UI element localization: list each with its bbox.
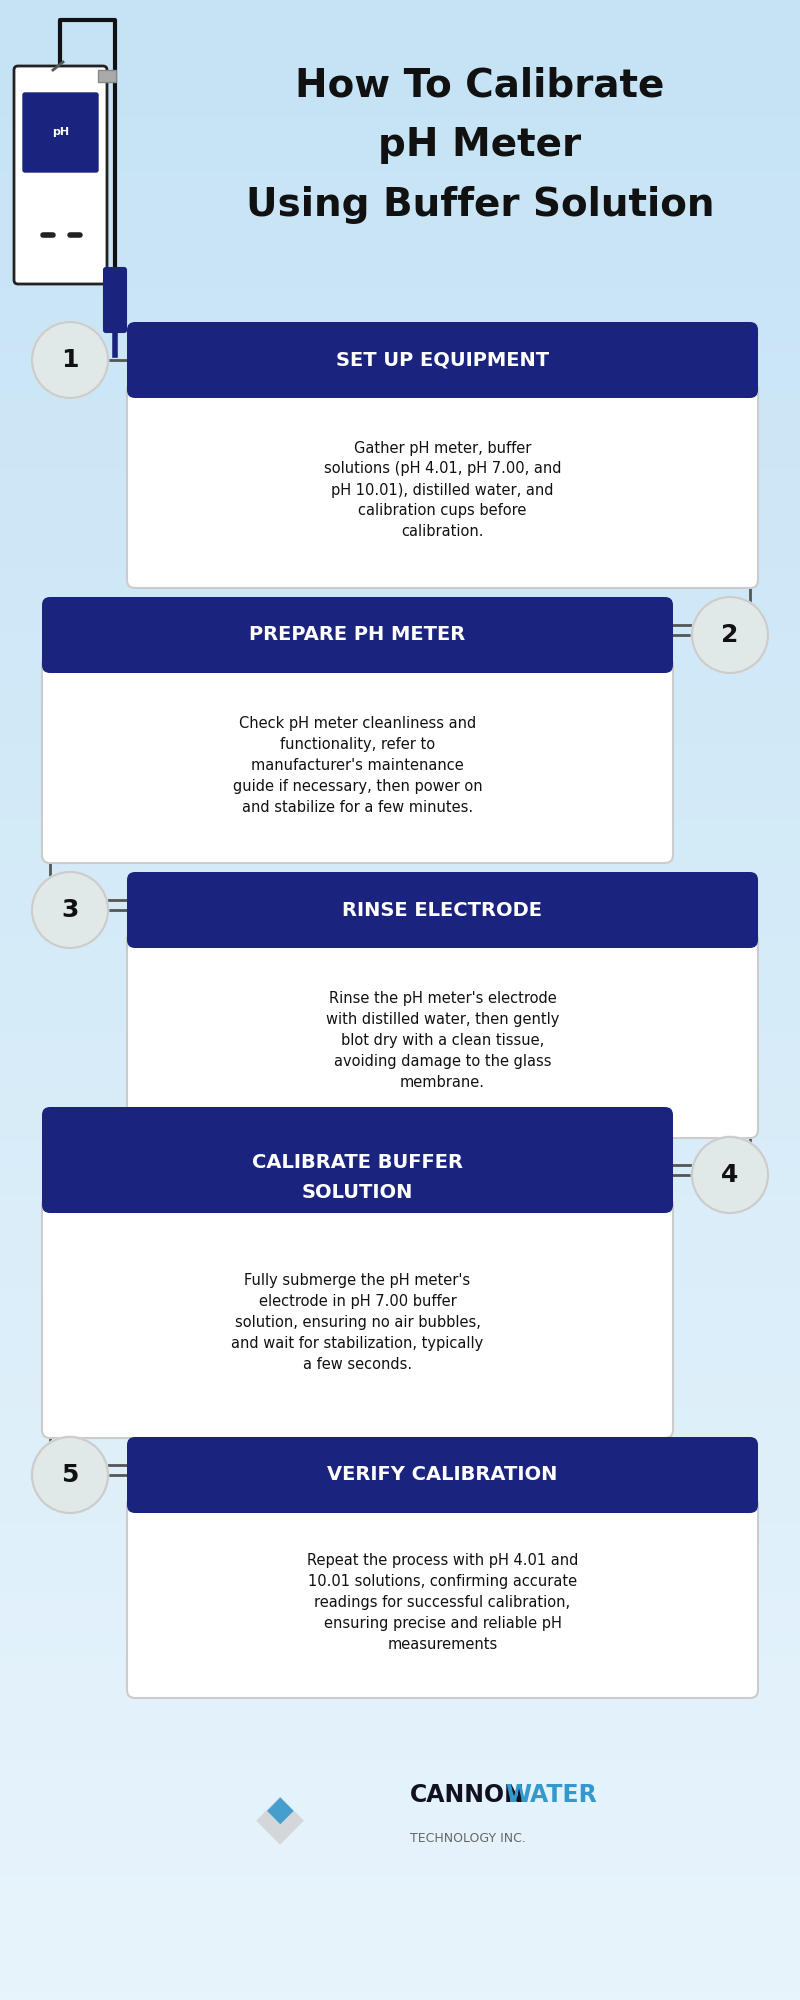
FancyBboxPatch shape: [127, 382, 758, 588]
Text: SOLUTION: SOLUTION: [302, 1184, 413, 1202]
Text: RINSE ELECTRODE: RINSE ELECTRODE: [342, 900, 542, 920]
FancyBboxPatch shape: [127, 872, 758, 948]
Text: How To Calibrate: How To Calibrate: [295, 66, 665, 104]
FancyBboxPatch shape: [127, 932, 758, 1138]
Text: Repeat the process with pH 4.01 and
10.01 solutions, confirming accurate
reading: Repeat the process with pH 4.01 and 10.0…: [307, 1552, 578, 1652]
Text: 4: 4: [722, 1164, 738, 1186]
Text: TECHNOLOGY INC.: TECHNOLOGY INC.: [410, 1832, 526, 1844]
Text: Check pH meter cleanliness and
functionality, refer to
manufacturer's maintenanc: Check pH meter cleanliness and functiona…: [233, 716, 482, 814]
Text: Rinse the pH meter's electrode
with distilled water, then gently
blot dry with a: Rinse the pH meter's electrode with dist…: [326, 990, 559, 1090]
Text: 3: 3: [62, 898, 78, 922]
Circle shape: [32, 872, 108, 948]
FancyBboxPatch shape: [42, 596, 673, 672]
Text: ◆: ◆: [266, 1792, 294, 1828]
Text: PREPARE PH METER: PREPARE PH METER: [250, 626, 466, 644]
Text: VERIFY CALIBRATION: VERIFY CALIBRATION: [327, 1466, 558, 1484]
Text: 5: 5: [62, 1464, 78, 1488]
FancyBboxPatch shape: [127, 1496, 758, 1698]
Text: ◆: ◆: [256, 1790, 304, 1850]
FancyBboxPatch shape: [42, 1196, 673, 1438]
Circle shape: [32, 1436, 108, 1512]
FancyBboxPatch shape: [127, 322, 758, 398]
Text: pH Meter: pH Meter: [378, 126, 582, 164]
Text: pH: pH: [52, 128, 69, 136]
FancyBboxPatch shape: [104, 268, 126, 332]
FancyBboxPatch shape: [14, 66, 107, 284]
Circle shape: [692, 596, 768, 672]
Text: CANNON: CANNON: [410, 1784, 525, 1808]
FancyBboxPatch shape: [42, 656, 673, 864]
Text: Fully submerge the pH meter's
electrode in pH 7.00 buffer
solution, ensuring no : Fully submerge the pH meter's electrode …: [231, 1274, 484, 1372]
FancyBboxPatch shape: [98, 70, 116, 82]
Text: 1: 1: [62, 348, 78, 372]
Text: Using Buffer Solution: Using Buffer Solution: [246, 186, 714, 224]
FancyBboxPatch shape: [127, 1436, 758, 1512]
FancyBboxPatch shape: [42, 1108, 673, 1212]
Text: Gather pH meter, buffer
solutions (pH 4.01, pH 7.00, and
pH 10.01), distilled wa: Gather pH meter, buffer solutions (pH 4.…: [324, 440, 562, 540]
Text: 2: 2: [722, 624, 738, 648]
Text: WATER: WATER: [505, 1784, 597, 1808]
FancyBboxPatch shape: [23, 92, 98, 172]
Circle shape: [692, 1136, 768, 1212]
Text: SET UP EQUIPMENT: SET UP EQUIPMENT: [336, 350, 549, 370]
Circle shape: [32, 322, 108, 398]
Text: CALIBRATE BUFFER: CALIBRATE BUFFER: [252, 1154, 463, 1172]
